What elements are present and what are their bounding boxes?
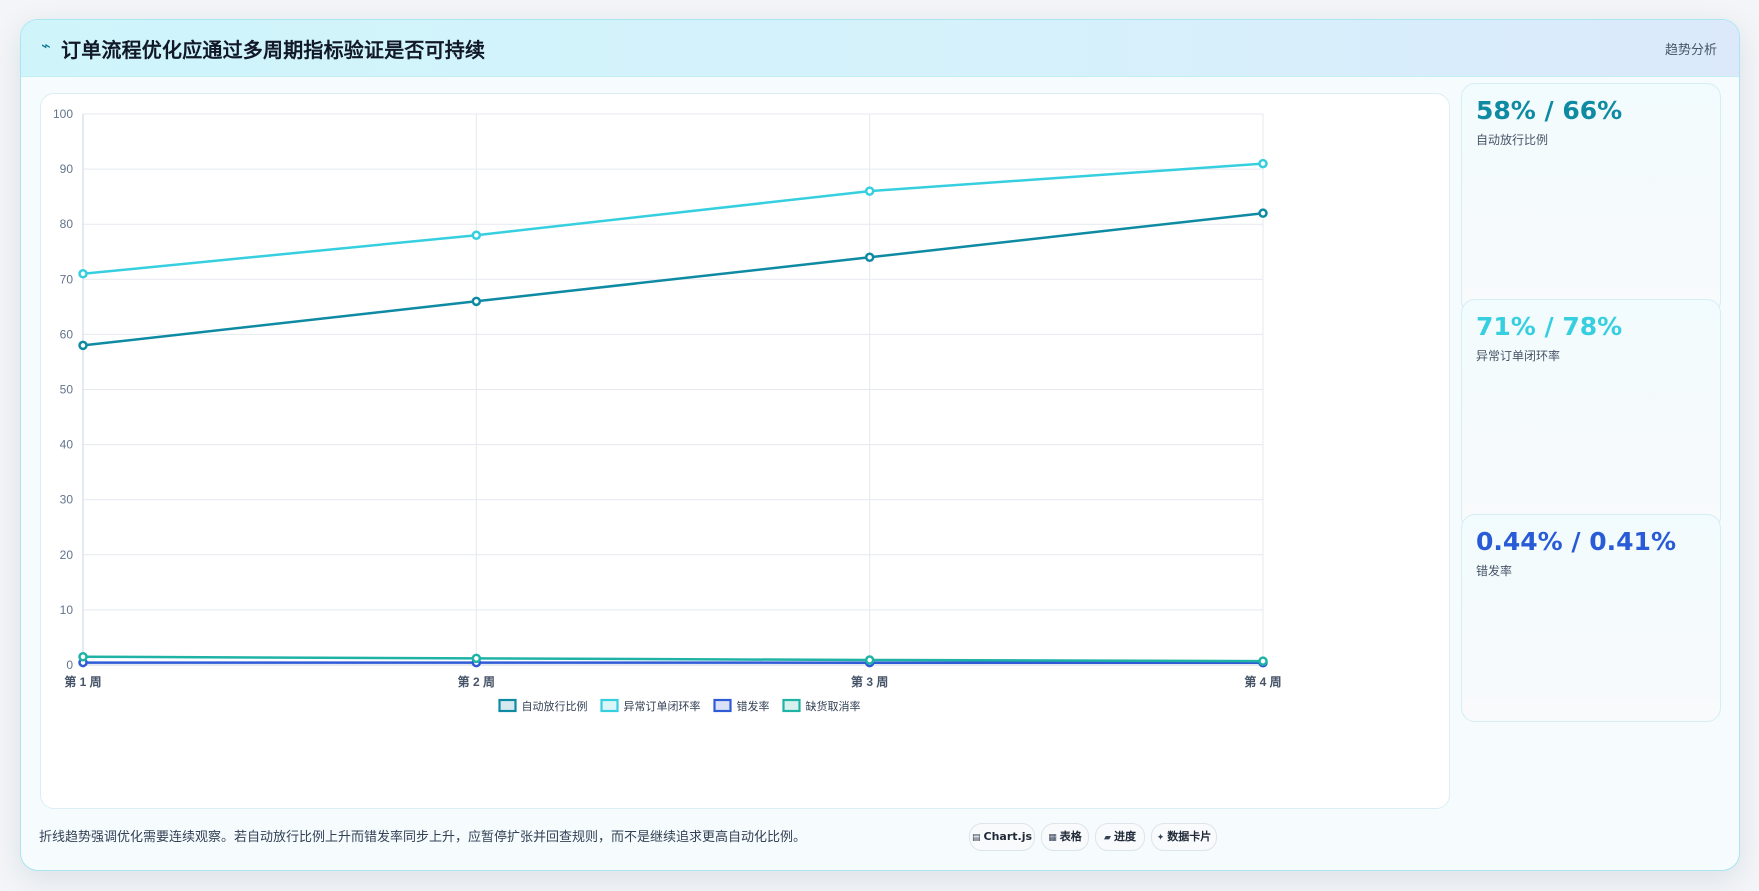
metric-label: 异常订单闭环率 bbox=[1476, 349, 1561, 363]
data-point-2 bbox=[1258, 158, 1268, 169]
metric-card-misship: 0.44% / 0.41% 错发率 bbox=[1461, 514, 1721, 722]
card-header: ⌁ 订单流程优化应通过多周期指标验证是否可持续 趋势分析 bbox=[21, 20, 1739, 77]
line-chart: 0 10 20 30 40 50 60 70 80 90 100 第 1 周 第 2 周 第 3 周 第 4… bbox=[53, 107, 1282, 713]
legend-label: 缺货取消率 bbox=[806, 699, 861, 713]
chip-table[interactable]: ▦ 表格 bbox=[1041, 823, 1089, 851]
legend-label: 异常订单闭环率 bbox=[624, 699, 701, 713]
chart-panel: 0 10 20 30 40 50 60 70 80 90 100 第 1 周 第 2 周 第 3 周 第 4… bbox=[40, 93, 1450, 809]
data-point-2 bbox=[471, 230, 482, 240]
data-point-2 bbox=[864, 186, 875, 196]
x-tick-label: 第 4 周 bbox=[1244, 674, 1281, 689]
x-tick-label: 第 3 周 bbox=[851, 674, 888, 689]
y-tick-label: 50 bbox=[60, 383, 74, 397]
data-point-1 bbox=[864, 252, 875, 263]
chip-progress[interactable]: ▰ 进度 bbox=[1095, 823, 1145, 851]
y-tick-label: 70 bbox=[60, 272, 74, 286]
series-line-2 bbox=[82, 162, 1264, 276]
bolt-icon: ⌁ bbox=[41, 36, 51, 55]
page-title: 订单流程优化应通过多周期指标验证是否可持续 bbox=[61, 38, 486, 62]
chip-chartjs[interactable]: ▤ Chart.js bbox=[969, 823, 1035, 851]
data-point-4 bbox=[471, 653, 482, 664]
x-tick-label: 第 2 周 bbox=[458, 674, 495, 689]
chip-data-card[interactable]: ✦ 数据卡片 bbox=[1151, 823, 1217, 851]
table-icon: ▦ bbox=[1048, 833, 1057, 843]
progress-icon: ▰ bbox=[1104, 833, 1111, 843]
main-card: ⌁ 订单流程优化应通过多周期指标验证是否可持续 趋势分析 0 10 20 30 40 50… bbox=[20, 19, 1740, 871]
series-line-1 bbox=[82, 211, 1264, 347]
y-tick-label: 90 bbox=[60, 162, 74, 176]
x-tick-label: 第 1 周 bbox=[64, 674, 101, 689]
y-tick-label: 0 bbox=[66, 658, 73, 672]
data-point-1 bbox=[78, 340, 88, 351]
y-tick-label: 100 bbox=[53, 107, 73, 121]
sparkle-icon: ✦ bbox=[1156, 833, 1165, 843]
metric-value: 0.44% / 0.41% bbox=[1476, 527, 1676, 556]
y-tick-label: 20 bbox=[60, 548, 74, 562]
legend-swatch bbox=[713, 698, 732, 713]
series-line-4 bbox=[82, 655, 1264, 663]
data-point-4 bbox=[78, 651, 88, 662]
legend-label: 自动放行比例 bbox=[522, 699, 588, 713]
legend-swatch bbox=[782, 698, 801, 713]
chart-icon: ▤ bbox=[971, 833, 981, 843]
footer-note: 折线趋势强调优化需要连续观察。若自动放行比例上升而错发率同步上升，应暂停扩张并回… bbox=[39, 830, 807, 845]
metric-label: 自动放行比例 bbox=[1476, 133, 1549, 147]
legend-swatch bbox=[600, 698, 619, 713]
y-tick-label: 30 bbox=[60, 493, 74, 507]
data-point-4 bbox=[1258, 656, 1268, 666]
data-point-1 bbox=[1258, 208, 1268, 218]
metric-label: 错发率 bbox=[1476, 564, 1513, 578]
metric-card-exception-close: 71% / 78% 异常订单闭环率 bbox=[1461, 299, 1721, 531]
metric-value: 71% / 78% bbox=[1476, 312, 1623, 341]
metric-card-auto-release: 58% / 66% 自动放行比例 bbox=[1461, 83, 1721, 315]
data-point-4 bbox=[864, 655, 875, 665]
legend-swatch bbox=[498, 698, 517, 713]
y-tick-label: 80 bbox=[60, 217, 74, 231]
trend-analysis-link[interactable]: 趋势分析 bbox=[1664, 43, 1717, 58]
y-tick-label: 10 bbox=[60, 603, 74, 617]
data-point-2 bbox=[78, 269, 88, 279]
y-tick-label: 40 bbox=[60, 438, 74, 452]
y-tick-label: 60 bbox=[60, 327, 74, 341]
legend-label: 错发率 bbox=[737, 699, 770, 713]
data-point-1 bbox=[471, 296, 482, 307]
metric-value: 58% / 66% bbox=[1476, 96, 1623, 125]
